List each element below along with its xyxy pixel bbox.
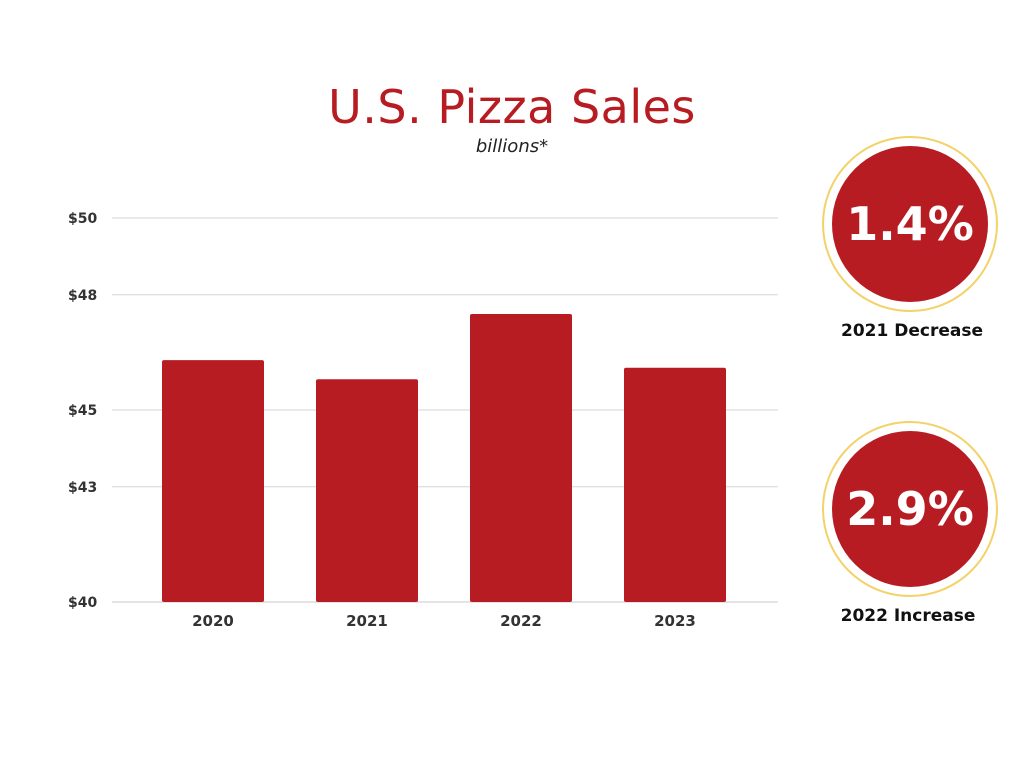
- bar: [162, 360, 264, 602]
- stat-disc-2: 2.9%: [832, 431, 988, 587]
- stat-label-2: 2022 Increase: [840, 606, 976, 626]
- y-tick-label: $48: [68, 288, 97, 304]
- stat-label-1: 2021 Decrease: [841, 321, 983, 341]
- x-tick-label: 2023: [654, 612, 696, 630]
- stat-disc-1: 1.4%: [832, 146, 988, 302]
- bar: [316, 379, 418, 602]
- stat-value-2: 2.9%: [846, 482, 974, 536]
- bar-chart: $40 $43 $45 $48 $50 2020 2021 2022 2023: [68, 211, 778, 630]
- chart-title: U.S. Pizza Sales: [328, 80, 696, 134]
- y-tick-label: $43: [68, 480, 97, 496]
- stat-value-1: 1.4%: [846, 197, 974, 251]
- x-tick-label: 2022: [500, 612, 542, 630]
- bar: [470, 314, 572, 602]
- stat-ring-1: [822, 136, 998, 312]
- stat-ring-2: [822, 421, 998, 597]
- bar: [624, 367, 726, 602]
- y-tick-label: $45: [68, 403, 97, 419]
- y-tick-label: $40: [68, 595, 97, 611]
- y-tick-label: $50: [68, 211, 97, 227]
- x-tick-label: 2021: [346, 612, 388, 630]
- chart-subtitle: billions*: [475, 136, 549, 157]
- x-tick-label: 2020: [192, 612, 234, 630]
